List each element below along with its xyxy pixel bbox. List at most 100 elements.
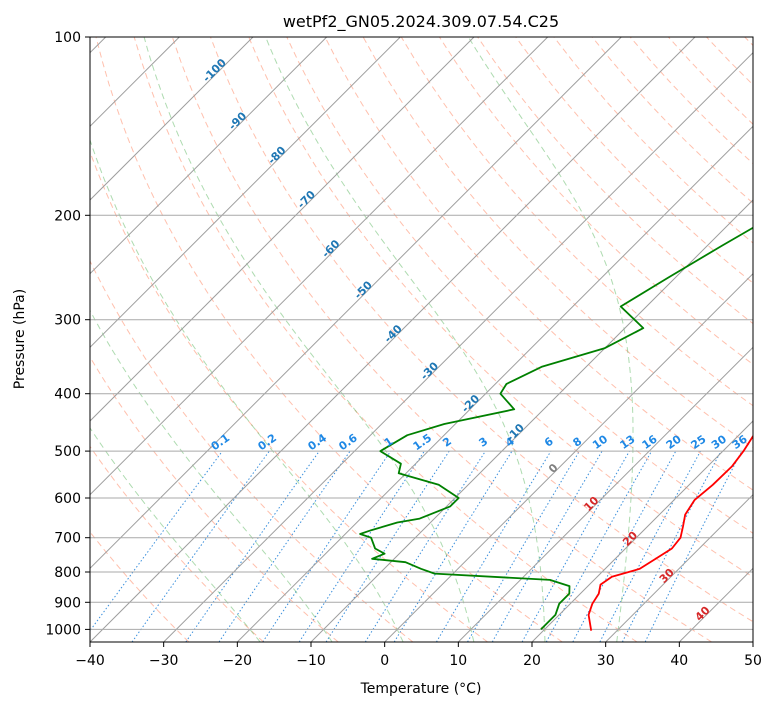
mixing-ratio-line — [435, 450, 552, 642]
mixing-ratio-label: 36 — [730, 432, 750, 452]
isotherm — [90, 37, 328, 275]
isotherm — [531, 420, 753, 642]
mixing-ratio-line — [644, 450, 743, 642]
dry-adiabat — [90, 259, 414, 642]
dry-adiabat — [744, 37, 753, 47]
x-tick-label: 0 — [380, 653, 389, 669]
isotherm-label: -50 — [352, 278, 375, 301]
isotherm-label: -40 — [382, 322, 405, 345]
mixing-ratio-label: 13 — [617, 433, 637, 452]
isotherm — [90, 37, 401, 349]
dry-adiabat — [133, 37, 638, 642]
mixing-ratio-label: 25 — [688, 433, 708, 452]
isotherm — [163, 51, 753, 642]
dry-adiabat — [668, 37, 753, 125]
dry-adiabat — [171, 37, 712, 642]
mixing-ratio-line — [218, 450, 351, 642]
isotherm — [605, 493, 753, 642]
x-tick-label: 30 — [597, 653, 615, 669]
mixing-ratio-line — [621, 450, 722, 642]
isotherm-label: -30 — [418, 359, 441, 382]
isotherm — [236, 125, 753, 642]
moist-adiabat — [90, 138, 404, 642]
dry-adiabat — [95, 37, 563, 642]
mixing-ratio-label: 1.5 — [411, 431, 434, 453]
moist-adiabat — [90, 309, 333, 642]
moist-adiabat — [467, 37, 634, 642]
isotherm — [90, 37, 549, 496]
mixing-ratio-label: 0.4 — [306, 431, 330, 453]
y-axis: 100 200 300 400 500 600 700 800 900 1000 — [45, 30, 90, 638]
mixing-ratio-line — [393, 450, 513, 642]
x-tick-label: 40 — [670, 653, 688, 669]
isotherm-label: -80 — [265, 144, 288, 167]
dry-adiabat — [90, 150, 488, 642]
isotherm-label: 30 — [657, 566, 677, 586]
x-tick-label: −30 — [149, 653, 179, 669]
plot-frame — [89, 36, 754, 643]
moist-adiabat — [143, 37, 475, 642]
x-tick-label: 20 — [523, 653, 541, 669]
y-tick-label: 300 — [54, 313, 81, 329]
moist-adiabat — [90, 427, 261, 642]
isotherm — [678, 567, 753, 642]
background-lines — [90, 37, 753, 642]
mixing-ratio-label: 6 — [542, 435, 556, 450]
mixing-ratio-label: 8 — [571, 435, 585, 450]
mixing-ratio-label: 3 — [477, 435, 491, 450]
dry-adiabat — [210, 37, 753, 623]
y-tick-label: 500 — [54, 444, 81, 460]
isotherm — [310, 199, 753, 642]
isotherm — [90, 37, 475, 422]
y-axis-label: Pressure (hPa) — [12, 289, 28, 389]
x-tick-label: −20 — [223, 653, 253, 669]
temperature-line — [587, 434, 753, 631]
x-axis-label: Temperature (°C) — [360, 681, 482, 697]
mixing-ratio-label: 20 — [664, 432, 684, 452]
isotherm — [752, 641, 753, 642]
y-tick-label: 900 — [54, 595, 81, 611]
isotherm-label: -60 — [319, 237, 342, 260]
dry-adiabat — [248, 37, 753, 578]
dry-adiabat — [286, 37, 753, 534]
isotherm-label: -100 — [200, 56, 229, 85]
isotherm-label: 10 — [581, 494, 601, 514]
y-tick-label: 700 — [54, 531, 81, 547]
mixing-ratio-label: 0.1 — [209, 431, 232, 453]
mixing-ratio-line — [364, 450, 486, 642]
y-tick-label: 100 — [54, 30, 81, 46]
y-tick-label: 800 — [54, 565, 81, 581]
dry-adiabat — [90, 356, 339, 642]
mixing-ratio-label: 16 — [640, 432, 660, 452]
y-tick-label: 200 — [54, 208, 81, 224]
isotherm — [457, 346, 753, 642]
isotherm — [90, 37, 622, 570]
sounding-curves — [359, 226, 753, 631]
x-tick-label: −10 — [296, 653, 326, 669]
mixing-ratio-line — [325, 450, 450, 642]
mixing-ratio-line — [90, 450, 223, 632]
mixing-ratio-line — [467, 450, 580, 642]
dry-adiabat — [90, 531, 190, 642]
chart-title: wetPf2_GN05.2024.309.07.54.C25 — [283, 12, 559, 32]
x-tick-label: −40 — [75, 653, 105, 669]
mixing-ratio-line — [545, 450, 653, 642]
y-tick-label: 1000 — [45, 622, 81, 638]
mixing-ratio-label: 10 — [590, 432, 610, 452]
mixing-ratio-line — [599, 450, 701, 642]
mixing-ratio-line — [262, 450, 392, 642]
y-tick-label: 600 — [54, 491, 81, 507]
dry-adiabat — [438, 37, 753, 366]
mixing-ratio-line — [521, 450, 630, 642]
dry-adiabat — [706, 37, 753, 86]
dewpoint-line — [359, 226, 753, 631]
isotherm — [384, 272, 753, 642]
moist-adiabat — [265, 37, 546, 642]
inline-labels: 0.1 0.2 0.4 0.6 1 1.5 2 3 4 6 8 10 13 16 20 25 30 36-100-… — [200, 56, 750, 624]
y-tick-label: 400 — [54, 387, 81, 403]
mixing-ratio-line — [572, 450, 677, 642]
isotherm-label: -70 — [295, 188, 318, 211]
isotherm — [90, 37, 696, 642]
isotherm-label: -20 — [459, 392, 482, 415]
isotherm-label: -90 — [226, 109, 249, 132]
